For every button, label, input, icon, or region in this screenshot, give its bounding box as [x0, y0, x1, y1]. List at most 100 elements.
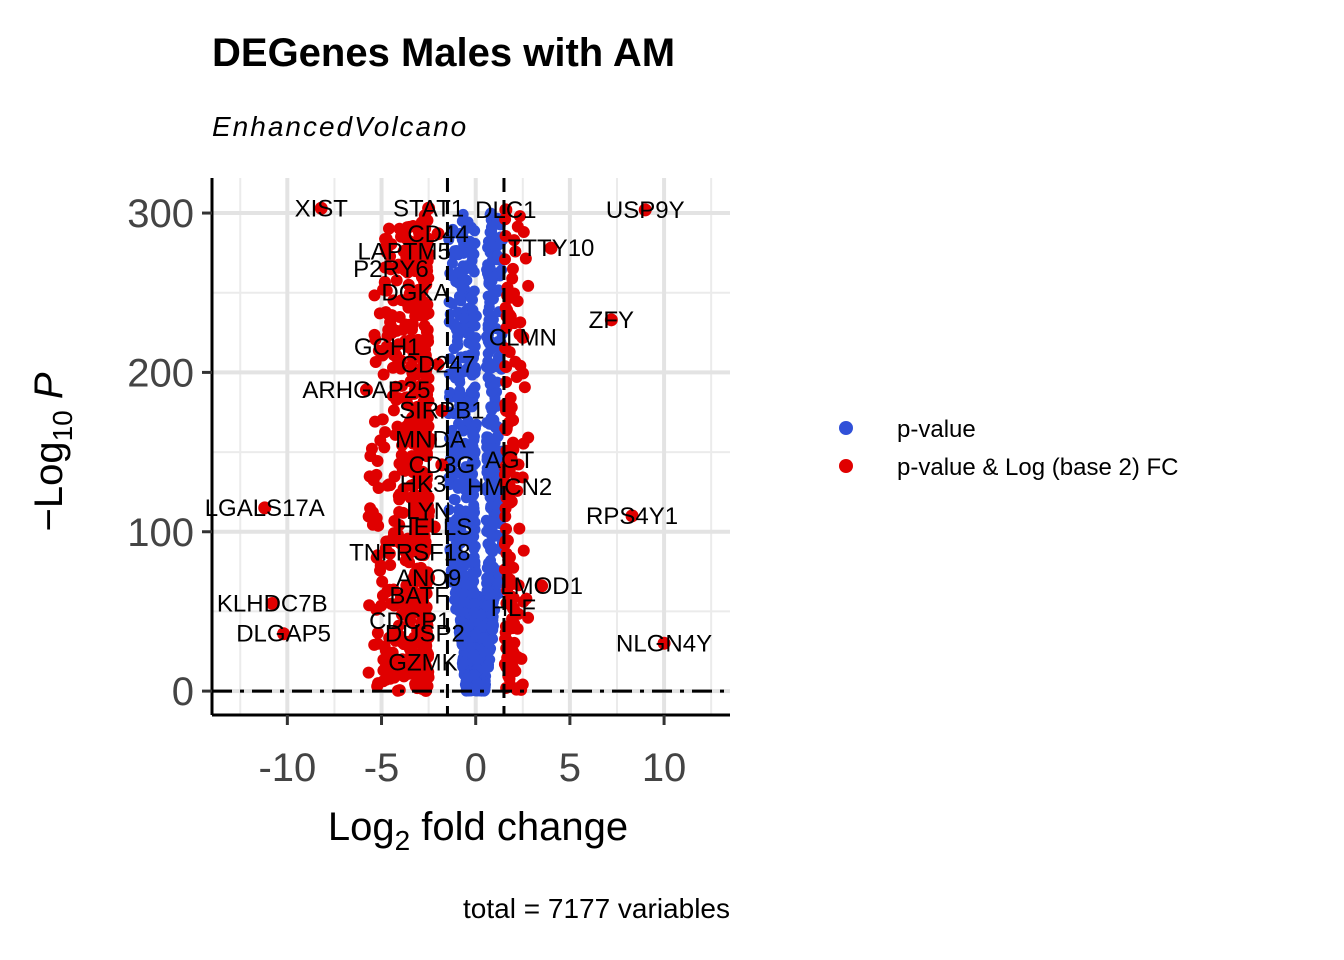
- point-significant: [513, 522, 526, 535]
- point-pvalue: [453, 568, 465, 580]
- point-pvalue: [479, 679, 491, 691]
- point-pvalue: [466, 426, 478, 438]
- point-pvalue: [469, 556, 481, 568]
- point-labeled: [604, 313, 618, 327]
- point-significant: [509, 245, 522, 258]
- point-significant: [403, 220, 416, 233]
- gene-label: DLGAP5: [236, 621, 331, 648]
- point-significant: [517, 595, 530, 608]
- gene-label: HK3: [400, 471, 447, 498]
- point-significant: [376, 575, 389, 588]
- chart-subtitle: EnhancedVolcano: [212, 111, 468, 142]
- point-pvalue: [452, 266, 464, 278]
- gene-label: KLHDC7B: [217, 590, 328, 617]
- chart-title: DEGenes Males with AM: [212, 31, 675, 75]
- gene-label: ARHGAP25: [302, 377, 430, 404]
- point-pvalue: [477, 632, 489, 644]
- point-pvalue: [466, 263, 478, 275]
- point-pvalue: [483, 318, 495, 330]
- point-significant: [377, 368, 390, 381]
- point-significant: [391, 684, 404, 697]
- point-significant: [522, 431, 535, 444]
- point-pvalue: [470, 567, 482, 579]
- point-significant: [518, 381, 531, 394]
- point-significant: [516, 471, 529, 484]
- point-pvalue: [459, 408, 471, 420]
- point-significant: [397, 482, 410, 495]
- point-labeled: [397, 244, 411, 258]
- point-labeled: [544, 241, 558, 255]
- point-pvalue: [466, 491, 478, 503]
- point-pvalue: [487, 516, 499, 528]
- point-pvalue: [456, 515, 468, 527]
- point-significant: [508, 617, 521, 630]
- point-significant: [500, 310, 513, 323]
- point-pvalue: [487, 443, 499, 455]
- gene-label: STAT1: [393, 195, 464, 222]
- point-significant: [517, 544, 530, 557]
- point-significant: [405, 359, 418, 372]
- point-pvalue: [469, 448, 481, 460]
- point-significant: [514, 359, 527, 372]
- point-pvalue: [492, 284, 504, 296]
- gene-label: CD247: [401, 351, 476, 378]
- point-labeled: [403, 545, 417, 559]
- point-pvalue: [481, 562, 493, 574]
- point-pvalue: [455, 620, 467, 632]
- point-pvalue: [483, 573, 495, 585]
- point-pvalue: [457, 230, 469, 242]
- point-significant: [510, 683, 523, 696]
- legend-pvalue-label: p-value: [897, 416, 976, 443]
- point-pvalue: [444, 432, 456, 444]
- point-pvalue: [456, 283, 468, 295]
- point-significant: [365, 442, 378, 455]
- point-pvalue: [476, 621, 488, 633]
- gene-label: TTTY10: [508, 235, 595, 262]
- gene-label: HMCN2: [467, 474, 552, 501]
- point-significant: [419, 356, 432, 369]
- point-pvalue: [496, 264, 508, 276]
- point-significant: [383, 222, 396, 235]
- y-tick-label: 100: [127, 511, 194, 555]
- point-pvalue: [465, 511, 477, 523]
- legend-pvalue-marker: [839, 421, 853, 435]
- point-significant: [498, 253, 511, 266]
- gene-label: TNFRSF18: [349, 539, 470, 566]
- point-significant: [390, 668, 403, 681]
- blue-point-cloud: [442, 207, 509, 697]
- point-labeled: [380, 340, 394, 354]
- point-labeled: [422, 201, 436, 215]
- point-pvalue: [481, 481, 493, 493]
- point-pvalue: [468, 248, 480, 260]
- gene-label: HELLS: [396, 514, 472, 541]
- point-labeled: [422, 571, 436, 585]
- point-significant: [370, 551, 383, 564]
- point-significant: [388, 599, 401, 612]
- point-significant: [406, 459, 419, 472]
- point-significant: [422, 394, 435, 407]
- point-pvalue: [486, 272, 498, 284]
- point-significant: [404, 333, 417, 346]
- point-significant: [388, 515, 401, 528]
- point-pvalue: [463, 619, 475, 631]
- gene-label: CDCP1: [369, 608, 450, 635]
- point-pvalue: [465, 458, 477, 470]
- point-significant: [422, 247, 435, 260]
- point-pvalue: [482, 372, 494, 384]
- gene-label: MNDA: [395, 426, 466, 453]
- point-significant: [392, 338, 405, 351]
- point-pvalue: [466, 386, 478, 398]
- point-significant: [420, 382, 433, 395]
- point-significant: [374, 564, 387, 577]
- point-pvalue: [448, 493, 460, 505]
- point-significant: [395, 449, 408, 462]
- point-significant: [387, 535, 400, 548]
- point-labeled: [424, 432, 438, 446]
- point-pvalue: [454, 385, 466, 397]
- point-pvalue: [486, 609, 498, 621]
- point-pvalue: [491, 400, 503, 412]
- point-significant: [422, 420, 435, 433]
- point-significant: [420, 236, 433, 249]
- point-pvalue: [469, 598, 481, 610]
- gene-label: LGALS17A: [205, 495, 325, 522]
